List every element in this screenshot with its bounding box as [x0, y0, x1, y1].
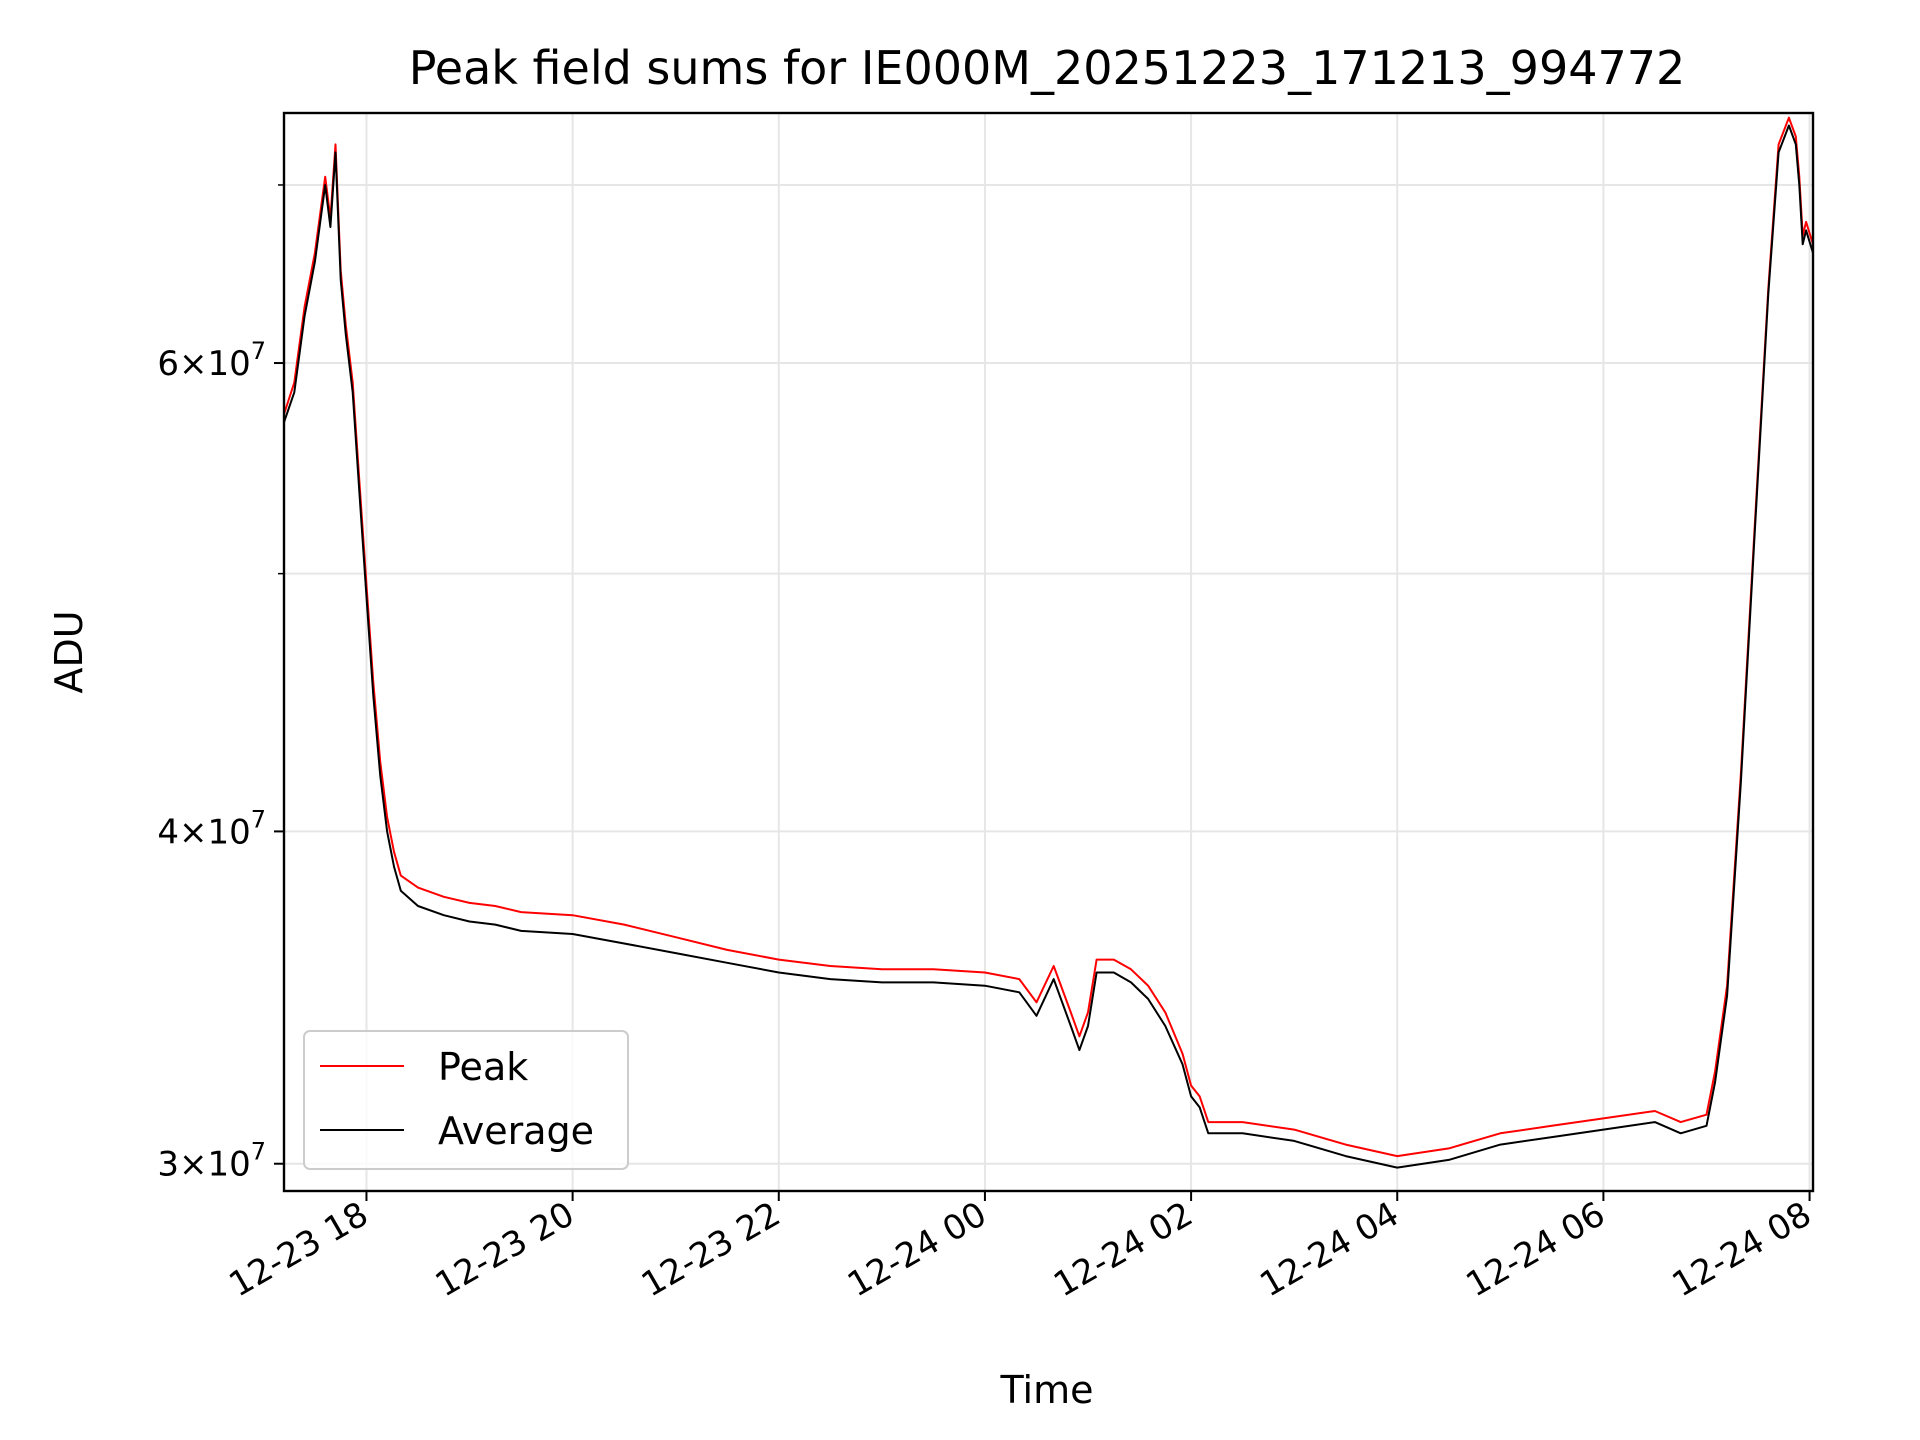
- y-tick-label-exponent: 7: [251, 337, 266, 365]
- series-line-average: [284, 124, 1813, 1169]
- y-tick-label: 4×107: [157, 805, 266, 852]
- y-tick-label-times: ×10: [179, 812, 251, 852]
- y-tick-label-exponent: 7: [251, 1138, 266, 1166]
- legend-label-average: Average: [438, 1109, 594, 1153]
- x-axis-label: Time: [1000, 1368, 1094, 1412]
- plot-frame: [282, 111, 1815, 1193]
- y-tick-label-times: ×10: [179, 344, 251, 384]
- series-layer: [284, 116, 1813, 1169]
- y-tick-label-times: ×10: [179, 1145, 251, 1185]
- y-tick-label-exponent: 7: [251, 805, 266, 833]
- y-tick-label-base: 6: [157, 344, 179, 384]
- chart-title: Peak field sums for IE000M_20251223_1712…: [409, 41, 1686, 95]
- y-axis-label: ADU: [47, 610, 91, 693]
- legend-label-peak: Peak: [438, 1045, 528, 1089]
- y-tick-label-base: 3: [157, 1145, 179, 1185]
- legend: Peak Average: [303, 1030, 629, 1170]
- y-tick-label: 6×107: [157, 337, 266, 384]
- y-tick-label: 3×107: [157, 1138, 266, 1185]
- y-tick-label-base: 4: [157, 812, 179, 852]
